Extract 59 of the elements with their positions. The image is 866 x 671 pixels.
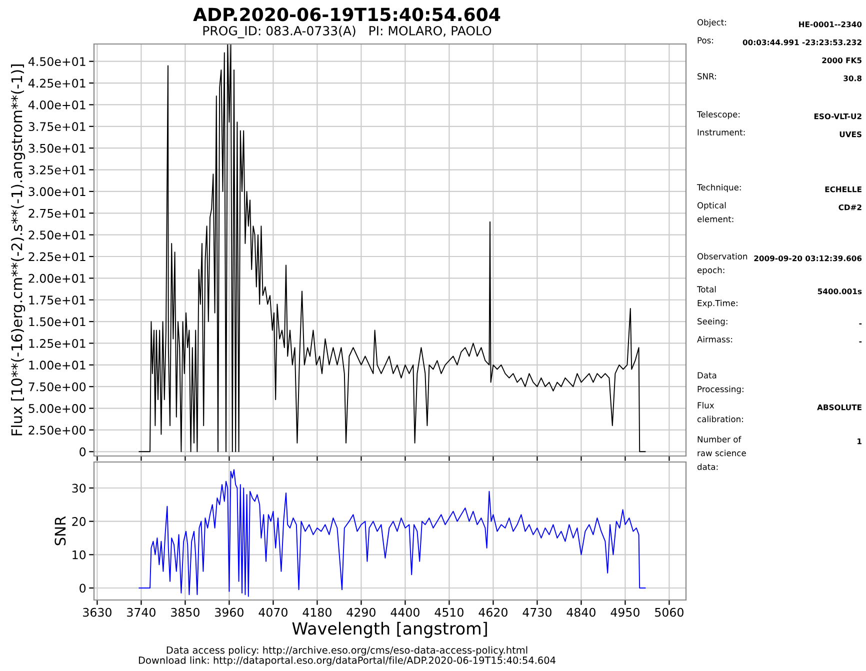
x-tick-label: 4290 <box>346 608 376 617</box>
y-tick-label: 4.50e+01 <box>28 57 86 66</box>
y-tick-label: 2.75e+01 <box>28 208 86 218</box>
x-tick-label: 4180 <box>302 608 332 617</box>
x-tick-label: 3850 <box>171 608 200 617</box>
x-tick-label: 4730 <box>522 608 552 617</box>
y-tick-label: 3.50e+01 <box>28 144 86 153</box>
y-tick-label: 10 <box>72 550 86 560</box>
y-tick-label: 3.00e+01 <box>28 187 86 196</box>
y-tick-label: 7.50e+00 <box>28 382 86 392</box>
line-series <box>138 44 646 452</box>
text: Pos: <box>698 37 713 44</box>
text: Instrument: <box>698 129 745 136</box>
x-tick-label: 4070 <box>258 608 288 617</box>
x-tick-label: 4840 <box>566 608 596 617</box>
y-tick-label: 1.75e+01 <box>29 296 86 305</box>
y-tick-label: 4.25e+01 <box>28 78 86 88</box>
text: Number of raw science data: <box>697 436 746 470</box>
x-tick-label: 4620 <box>478 608 508 617</box>
y-tick-label: 1.50e+01 <box>29 317 86 326</box>
text: Flux calibration: <box>697 402 743 422</box>
text: Optical element: <box>697 202 734 222</box>
x-tick-label: 3960 <box>215 608 244 617</box>
x-tick-label: 3630 <box>83 608 112 617</box>
text: Technique: <box>696 184 741 192</box>
x-tick-label: 5060 <box>655 608 684 617</box>
text: Data Processing: <box>698 372 744 394</box>
text: Observation epoch: <box>697 253 748 275</box>
text: Seeing: <box>698 318 728 326</box>
y-tick-label: 1.00e+01 <box>29 360 86 370</box>
y-tick-label: 20 <box>72 517 86 526</box>
y-tick-label: 3.75e+01 <box>28 122 86 132</box>
y-tick-label: 30 <box>72 484 86 493</box>
y-tick-label: 2.50e+01 <box>28 230 86 240</box>
x-tick-label: 4510 <box>434 608 464 617</box>
text: Telescope: <box>696 111 740 120</box>
chart-subtitle: PROG_ID: 083.A-0733(A) PI: MOLARO, PAOLO <box>203 26 492 38</box>
x-axis-title: Wavelength [angstrom] <box>292 622 487 638</box>
y-axis-title: Flux [10**(-16)erg.cm**(-2).s**(-1).angstrom**(-1)] <box>11 64 26 436</box>
text: Total Exp.Time: <box>696 286 738 308</box>
y-tick-label: 0 <box>80 584 86 593</box>
y-axis-title: SNR <box>54 516 66 546</box>
y-tick-label: 0 <box>80 447 86 456</box>
text: Object: <box>697 19 726 28</box>
y-tick-label: 1.25e+01 <box>29 338 86 348</box>
line-series <box>138 469 646 597</box>
y-tick-label: 4.00e+01 <box>28 100 86 110</box>
x-tick-label: 4950 <box>610 608 640 617</box>
chart-title: ADP.2020-06-19T15:40:54.604 <box>193 8 500 22</box>
y-tick-label: 5.00e+00 <box>28 404 86 413</box>
x-tick-label: 4400 <box>390 608 420 617</box>
text: Data access policy: http://archive.eso.org/cms/eso-data-access-policy.html Download link: http://dataportal.eso.org/dataPortal/file/ADP.2020-06-19T15:40:54.604 <box>138 646 556 666</box>
x-tick-label: 3740 <box>127 608 156 617</box>
y-tick-label: 2.00e+01 <box>28 274 86 283</box>
text: SNR: <box>698 73 716 80</box>
text: Airmass: <box>697 336 732 342</box>
y-tick-label: 2.50e+00 <box>28 426 86 435</box>
y-tick-label: 2.25e+01 <box>28 252 86 262</box>
y-tick-label: 3.25e+01 <box>28 165 86 174</box>
